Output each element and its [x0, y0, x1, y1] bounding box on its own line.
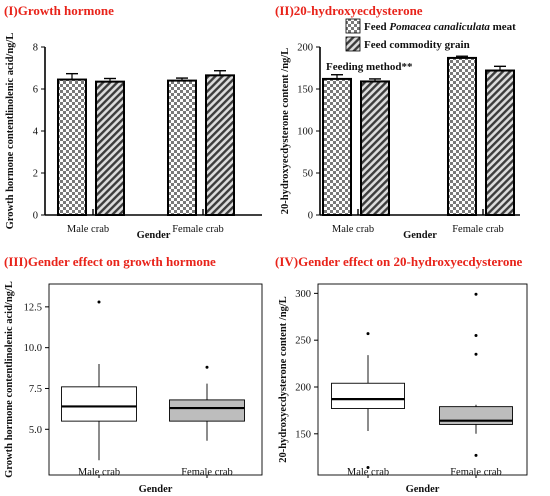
box: [61, 386, 137, 422]
y-tick-label: 10.0: [24, 343, 42, 354]
x-category-label: Female crab: [181, 467, 233, 478]
outlier-point: [97, 300, 101, 304]
box: [331, 382, 405, 409]
x-category-label: Female crab: [172, 224, 224, 235]
legend-label-pomacea-prefix: Feed: [364, 21, 389, 33]
panel3-title: (III)Gender effect on growth hormone: [4, 254, 216, 269]
panel1-title: (I)Growth hormone: [4, 3, 114, 18]
y-tick-label: 0: [33, 211, 38, 222]
y-tick-label: 8: [33, 43, 38, 54]
y-tick-label: 150: [297, 85, 313, 96]
y-tick-label: 150: [295, 429, 311, 440]
outlier-point: [474, 333, 478, 337]
y-tick-label: 250: [295, 336, 311, 347]
box: [169, 399, 245, 422]
bar: [322, 77, 352, 216]
outlier-point: [474, 352, 478, 356]
outlier-point: [366, 466, 370, 470]
legend-label-pomacea-suffix: meat: [490, 21, 516, 33]
legend-label-pomacea-italic: Pomacea canaliculata: [389, 21, 490, 33]
panel-20-hydroxyecdysterone: 0 50 100 150 200 Male crab Female crab Gender 20…: [280, 43, 520, 241]
y-tick-label: 4: [33, 127, 39, 138]
x-category-label: Male crab: [347, 467, 389, 478]
plot-frame: [48, 283, 263, 476]
bar: [447, 56, 477, 216]
x-category-label: Male crab: [67, 224, 109, 235]
legend-swatch-hatch: [345, 36, 361, 52]
outlier-point: [474, 453, 478, 457]
panel2-title: (II)20-hydroxyecdysterone: [275, 3, 423, 18]
y-tick-label: 200: [297, 43, 313, 54]
panel4-title: (IV)Gender effect on 20-hydroxyecdystero…: [275, 254, 523, 269]
bar: [167, 79, 197, 216]
x-axis-label: Gender: [406, 484, 440, 495]
x-category-label: Male crab: [78, 467, 120, 478]
bar: [360, 80, 390, 216]
y-tick-label: 200: [295, 382, 311, 393]
legend-label-pomacea: Feed Pomacea canaliculata meat: [364, 21, 516, 33]
y-tick-label: 0: [308, 211, 313, 222]
y-tick-label: 300: [295, 289, 311, 300]
x-axis-label: Gender: [139, 484, 173, 495]
plot-frame: [317, 283, 528, 476]
outlier-point: [366, 332, 370, 336]
legend-label-grain: Feed commodity grain: [364, 39, 470, 51]
x-category-label: Male crab: [332, 224, 374, 235]
y-tick-label: 5.0: [29, 425, 42, 436]
y-axis-label: 20-hydroxyecdysterone content /ng/L: [280, 48, 291, 214]
y-axis-label: 20-hydroxyecdysterone content /ng/L: [278, 296, 289, 462]
y-tick-label: 2: [33, 169, 38, 180]
y-tick-label: 50: [303, 169, 314, 180]
bar: [95, 80, 125, 217]
x-category-label: Female crab: [450, 467, 502, 478]
bar: [57, 78, 87, 216]
y-tick-label: 7.5: [29, 384, 42, 395]
significance-annotation: Feeding method**: [326, 61, 413, 73]
legend: Feed Pomacea canaliculata meat Feed comm…: [345, 18, 516, 52]
x-category-label: Female crab: [452, 224, 504, 235]
legend-swatch-checker: [345, 18, 361, 34]
y-axis-label: Growth hormone contentlinolenic acid/ng/…: [5, 33, 16, 230]
outlier-point: [474, 292, 478, 296]
x-axis-label: Gender: [137, 230, 171, 241]
outlier-point: [205, 365, 209, 369]
panel-gender-growth-hormone: 5.0 7.5 10.0 12.5 Male crab Female crab Gender…: [4, 281, 263, 495]
x-axis-label: Gender: [403, 230, 437, 241]
y-tick-label: 6: [33, 85, 38, 96]
bar: [485, 69, 515, 216]
y-tick-label: 100: [297, 127, 313, 138]
y-axis-label: Growth hormone contentlinolenic acid/ng/…: [4, 281, 15, 478]
bar: [205, 74, 235, 216]
panel-gender-20-hydroxyecdysterone: 150 200 250 300 Male crab Female crab Gender 20…: [278, 283, 528, 495]
y-tick-label: 12.5: [24, 302, 42, 313]
